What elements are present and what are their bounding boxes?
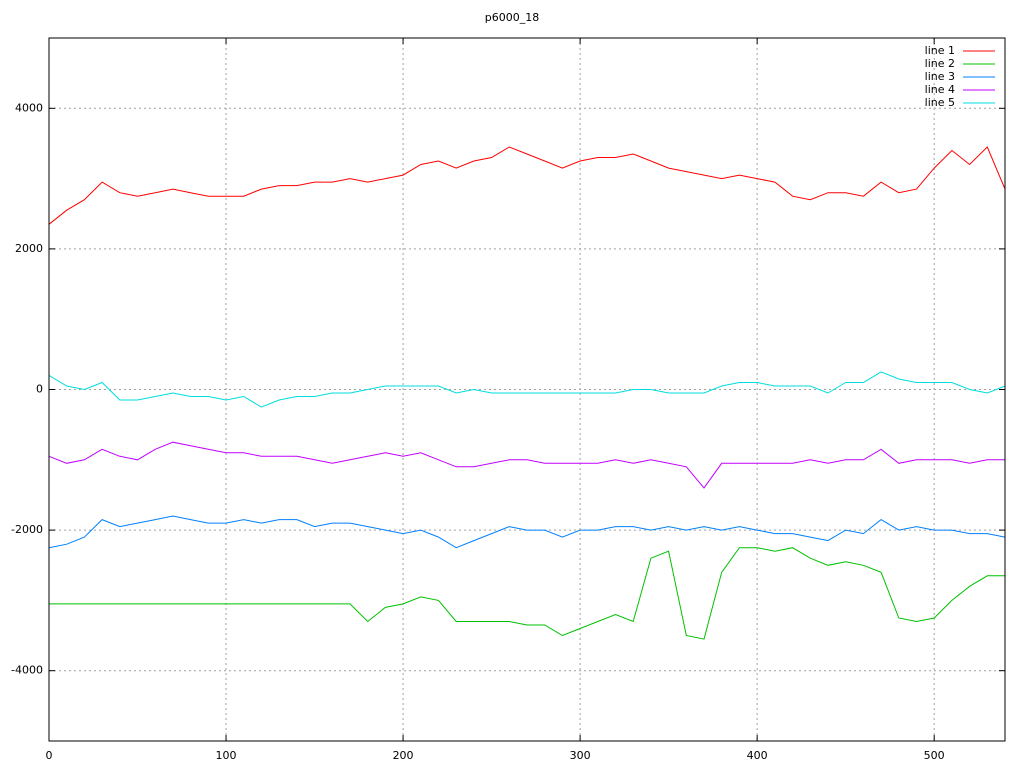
x-tick-label: 100 [216, 749, 237, 762]
data-line [48, 515, 1006, 549]
y-tick-label: 4000 [15, 101, 43, 114]
y-tick-label: -4000 [11, 664, 43, 677]
legend-label: line 1 [925, 44, 955, 57]
legend-label: line 5 [925, 96, 955, 109]
y-tick-label: 0 [36, 383, 43, 396]
legend-label: line 3 [925, 70, 955, 83]
y-tick-label: 2000 [15, 242, 43, 255]
legend-label: line 2 [925, 57, 955, 70]
x-tick-label: 500 [924, 749, 945, 762]
data-line [48, 371, 1006, 408]
x-tick-label: 300 [570, 749, 591, 762]
data-line [48, 441, 1005, 489]
plot-border [48, 37, 1006, 742]
data-line [48, 146, 1006, 225]
x-tick-label: 200 [393, 749, 414, 762]
legend-label: line 4 [925, 83, 955, 96]
data-line [49, 547, 1005, 640]
y-tick-label: -2000 [11, 523, 43, 536]
chart-title: p6000_18 [485, 11, 539, 24]
x-tick-label: 400 [747, 749, 768, 762]
x-tick-label: 0 [46, 749, 53, 762]
